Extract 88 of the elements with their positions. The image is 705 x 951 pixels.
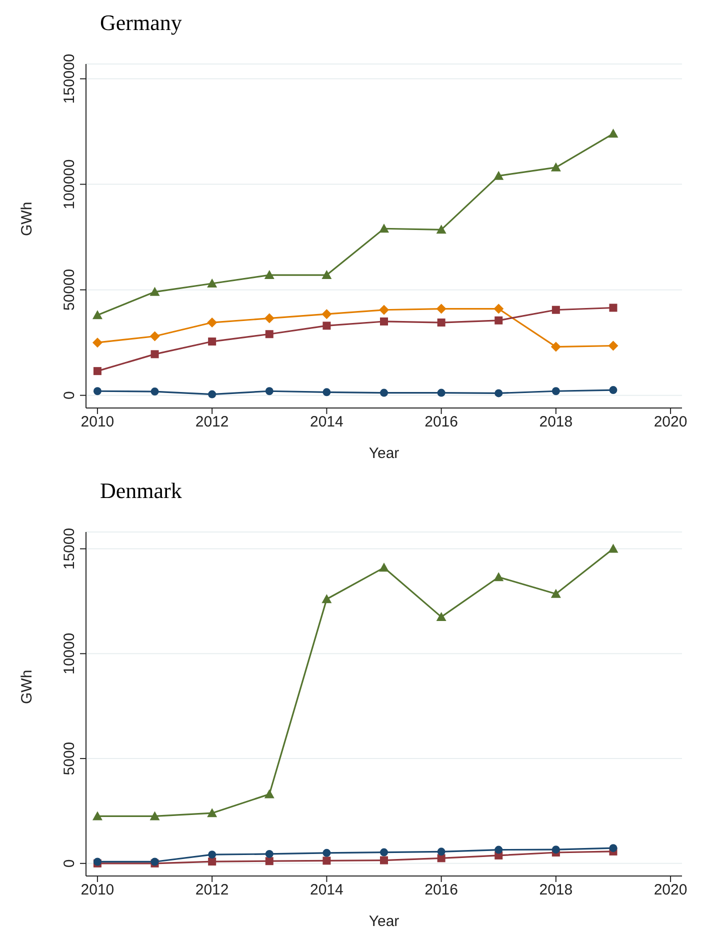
point	[437, 388, 446, 397]
point	[609, 304, 618, 312]
x-tick-label: 2018	[539, 414, 573, 431]
x-tick-label: 2018	[539, 882, 573, 899]
point	[550, 162, 561, 172]
point	[494, 389, 503, 398]
point	[265, 387, 274, 396]
point	[379, 562, 389, 572]
point	[550, 588, 561, 598]
point	[150, 331, 160, 342]
point	[208, 338, 216, 346]
point	[322, 322, 331, 330]
point	[265, 857, 274, 866]
point	[322, 270, 332, 280]
point	[380, 848, 388, 856]
y-tick-label: 50000	[61, 268, 78, 311]
point	[437, 848, 446, 856]
point	[436, 304, 446, 314]
x-tick-label: 2010	[80, 882, 114, 899]
point	[609, 386, 618, 394]
point	[208, 390, 216, 398]
y-tick-label: 0	[61, 391, 78, 400]
chart-title: Germany	[99, 9, 183, 37]
point	[379, 304, 389, 315]
point	[550, 342, 561, 352]
point	[93, 367, 102, 376]
point	[92, 338, 102, 348]
point	[92, 310, 102, 320]
point	[265, 330, 274, 338]
x-tick-label: 2016	[424, 882, 458, 899]
point	[150, 286, 160, 296]
y-tick-label: 150000	[61, 54, 78, 104]
point	[494, 316, 503, 324]
point	[494, 304, 504, 314]
point	[208, 850, 216, 859]
x-tick-label: 2012	[195, 414, 229, 431]
point	[264, 270, 274, 280]
point	[608, 340, 618, 351]
point	[436, 224, 446, 234]
point	[208, 858, 216, 866]
point	[207, 278, 218, 288]
point	[380, 317, 388, 326]
point	[207, 808, 218, 818]
y-axis-title: GWh	[18, 670, 36, 704]
point	[322, 309, 332, 320]
chart-title: Denmark	[99, 477, 183, 505]
point	[552, 306, 560, 314]
point	[264, 313, 274, 324]
y-axis-title: GWh	[18, 202, 36, 236]
y-tick-label: 15000	[61, 528, 78, 570]
point	[150, 388, 159, 396]
point	[609, 844, 618, 852]
point	[552, 387, 560, 396]
point	[380, 388, 388, 397]
y-tick-label: 10000	[61, 632, 78, 675]
y-tick-label: 0	[61, 859, 78, 868]
point	[93, 387, 102, 396]
x-axis-title: Year	[368, 913, 400, 930]
y-tick-label: 100000	[61, 159, 78, 210]
x-tick-label: 2012	[195, 882, 229, 899]
point	[264, 789, 274, 798]
x-tick-label: 2010	[80, 414, 114, 431]
point	[322, 388, 331, 396]
point	[322, 594, 332, 604]
x-tick-label: 2016	[424, 414, 458, 431]
point	[207, 318, 218, 328]
point	[379, 224, 389, 233]
x-axis-title: Year	[368, 445, 400, 462]
point	[265, 850, 274, 858]
point	[322, 856, 331, 865]
point	[380, 856, 388, 864]
x-tick-label: 2014	[310, 414, 344, 431]
point	[608, 544, 618, 553]
point	[552, 846, 560, 854]
point	[494, 170, 504, 180]
y-tick-label: 5000	[61, 742, 78, 776]
point	[437, 318, 446, 327]
x-tick-label: 2020	[654, 882, 688, 899]
point	[150, 811, 160, 820]
point	[436, 612, 446, 621]
point	[322, 848, 331, 857]
point	[494, 572, 504, 582]
x-tick-label: 2020	[654, 414, 688, 431]
point	[608, 128, 618, 138]
x-tick-label: 2014	[310, 882, 344, 899]
point	[150, 350, 159, 358]
point	[494, 846, 503, 854]
point	[92, 811, 102, 820]
